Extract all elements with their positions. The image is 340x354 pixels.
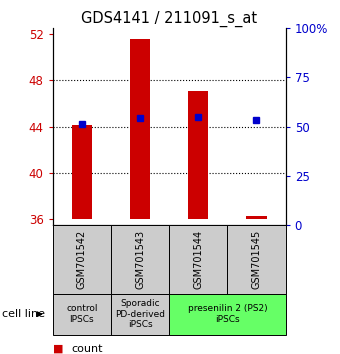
Text: GSM701544: GSM701544 xyxy=(193,230,203,289)
Text: count: count xyxy=(71,344,103,354)
Text: cell line: cell line xyxy=(2,309,45,319)
Bar xyxy=(188,91,208,219)
Text: GSM701545: GSM701545 xyxy=(252,230,261,289)
Text: Sporadic
PD-derived
iPSCs: Sporadic PD-derived iPSCs xyxy=(115,299,165,329)
Text: presenilin 2 (PS2)
iPSCs: presenilin 2 (PS2) iPSCs xyxy=(188,304,267,324)
Title: GDS4141 / 211091_s_at: GDS4141 / 211091_s_at xyxy=(81,11,257,27)
Bar xyxy=(169,294,286,335)
Text: ■: ■ xyxy=(53,344,63,354)
Text: control
IPSCs: control IPSCs xyxy=(66,304,98,324)
Bar xyxy=(246,216,267,219)
Bar xyxy=(53,225,111,294)
Text: GSM701543: GSM701543 xyxy=(135,230,145,289)
Bar xyxy=(72,125,92,219)
Bar xyxy=(130,39,150,219)
Bar xyxy=(227,225,286,294)
Bar xyxy=(53,294,111,335)
Text: GSM701542: GSM701542 xyxy=(77,230,87,289)
Bar xyxy=(169,225,227,294)
Bar xyxy=(111,294,169,335)
Bar xyxy=(111,225,169,294)
